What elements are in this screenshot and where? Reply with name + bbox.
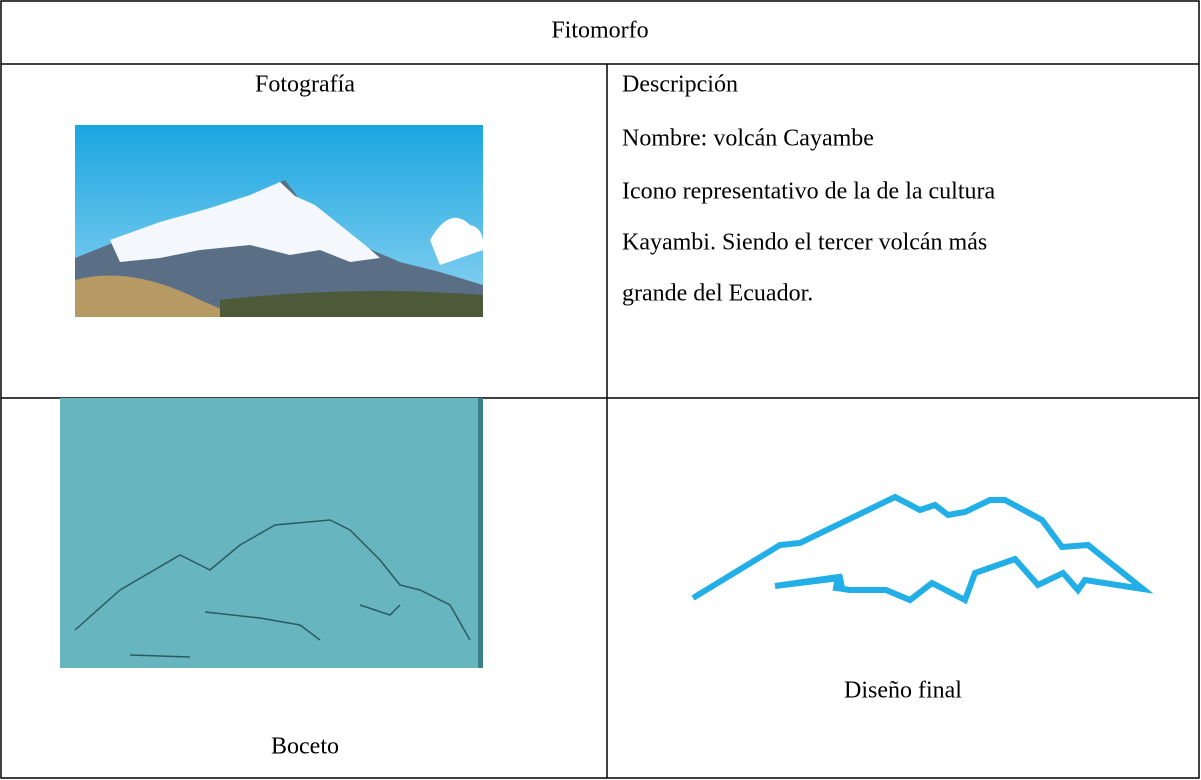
description-heading: Descripción (622, 72, 738, 98)
volcano-photo (75, 125, 484, 317)
final-caption: Diseño final (844, 678, 962, 704)
sketch-image (60, 398, 483, 668)
description-line: grande del Ecuador. (622, 281, 813, 307)
final-design (691, 493, 1154, 605)
sketch-caption: Boceto (271, 734, 339, 760)
column-header: Fotografía (255, 72, 355, 98)
description-line: Icono representativo de la de la cultura (622, 179, 996, 205)
table-title: Fitomorfo (551, 18, 648, 44)
description-line: Kayambi. Siendo el tercer volcán más (622, 230, 987, 256)
description-name: Nombre: volcán Cayambe (622, 126, 874, 152)
